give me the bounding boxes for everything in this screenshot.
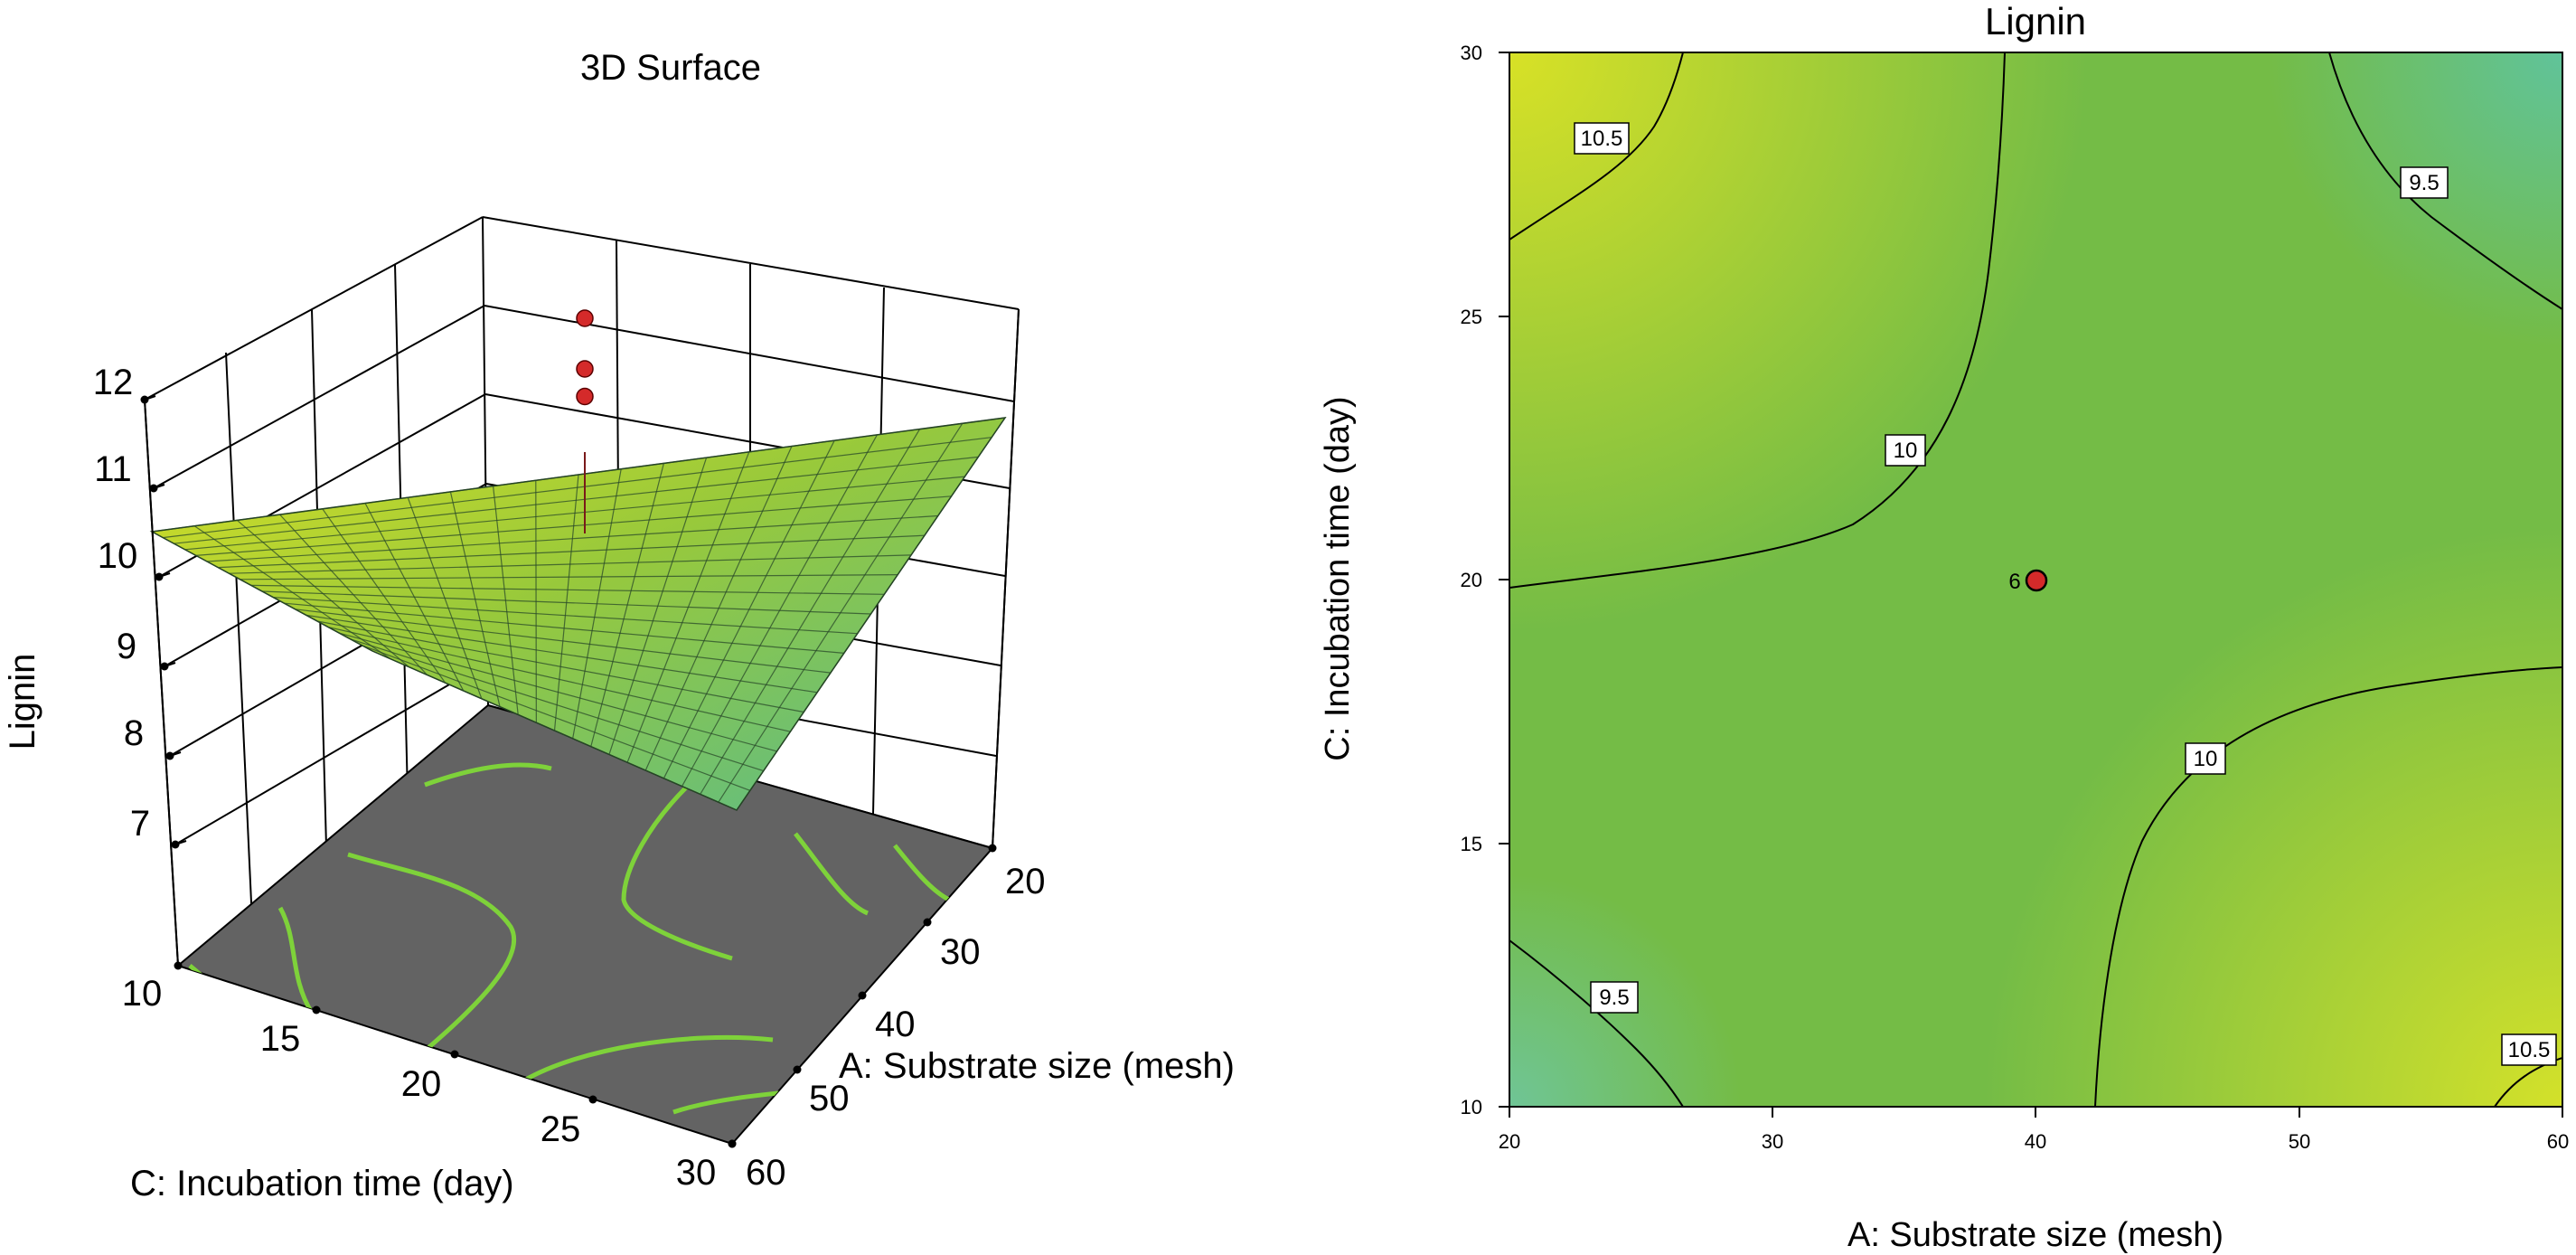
surface-mesh-line xyxy=(206,514,938,562)
z-tick-label: 11 xyxy=(94,449,132,489)
z-axis: 12 11 10 9 8 7 Lignin xyxy=(3,363,187,849)
contour-title: Lignin xyxy=(1985,0,2086,42)
contour-value-labels: 10.5 9.5 10 10 9.5 10.5 xyxy=(1574,122,2557,1066)
contour-label: 9.5 xyxy=(2409,171,2439,195)
x-tick-label: 20 xyxy=(1499,1130,1520,1153)
z-tick-label: 8 xyxy=(124,713,144,753)
y-axis-label: C: Incubation time (day) xyxy=(1319,396,1357,760)
c-tick-label: 20 xyxy=(401,1064,442,1104)
z-axis-label: Lignin xyxy=(3,654,42,750)
surface-mesh-line xyxy=(174,456,979,544)
contour-label: 10 xyxy=(2194,747,2218,771)
contour-label: 10.5 xyxy=(2508,1038,2551,1062)
surface-mesh-line xyxy=(644,446,793,771)
surface-mesh-line xyxy=(218,534,925,569)
contour-x-axis: 20 30 40 50 60 A: Substrate size (mesh) xyxy=(1499,1107,2569,1254)
contour-label: 9.5 xyxy=(1599,986,1629,1010)
a-tick-label: 30 xyxy=(940,932,981,972)
contour-label: 10.5 xyxy=(1581,127,1623,151)
surface-mesh-line xyxy=(626,451,750,763)
z-tick-label: 7 xyxy=(130,804,150,844)
y-tick-label: 30 xyxy=(1461,42,1482,64)
a-axis-3d: 20 30 40 50 60 A: Substrate size (mesh) xyxy=(728,844,1235,1193)
y-tick-label: 15 xyxy=(1461,833,1482,855)
response-surface xyxy=(149,417,1007,811)
design-point xyxy=(576,387,594,406)
c-axis-3d: 10 15 20 25 30 C: Incubation time (day) xyxy=(122,961,737,1203)
surface-mesh-line xyxy=(184,476,965,551)
surface-mesh-line xyxy=(250,584,885,595)
c-tick-label: 10 xyxy=(122,974,163,1014)
contour-9.5-top-right xyxy=(2328,52,2562,310)
surface-mesh-line xyxy=(151,417,1006,533)
design-point xyxy=(576,360,594,378)
surface-mesh-line xyxy=(700,429,921,795)
x-axis-label: A: Substrate size (mesh) xyxy=(1847,1216,2223,1254)
x-tick-label: 60 xyxy=(2547,1130,2569,1153)
design-point xyxy=(576,309,594,327)
a-axis-label: A: Substrate size (mesh) xyxy=(839,1046,1235,1086)
z-tick-label: 10 xyxy=(98,536,138,576)
surface-mesh-line xyxy=(572,468,622,739)
surface-mesh-line xyxy=(590,463,664,747)
y-tick-label: 20 xyxy=(1461,569,1482,591)
surface-mesh-line xyxy=(163,437,992,539)
c-axis-label: C: Incubation time (day) xyxy=(130,1164,514,1203)
z-tick-label: 9 xyxy=(117,627,136,666)
surface-mesh-line xyxy=(663,439,835,779)
design-points xyxy=(576,309,594,533)
surface-mesh-line xyxy=(736,417,1006,811)
surface-mesh-line xyxy=(240,573,898,580)
center-design-point xyxy=(2025,569,2048,592)
z-tick-label: 12 xyxy=(93,363,134,402)
surface-mesh-line xyxy=(261,590,871,615)
contour-plot-area xyxy=(1509,52,2562,1107)
contour-10-upper xyxy=(1509,52,2006,589)
replicate-count: 6 xyxy=(2008,570,2020,594)
contour-panel: Lignin 10.5 9.5 10 xyxy=(1319,0,2569,1254)
box-edges xyxy=(144,308,1020,967)
surface-3d-panel: 3D Surface xyxy=(3,48,1235,1203)
contour-y-axis: 30 25 20 15 10 C: Incubation time (day) xyxy=(1319,42,1509,1118)
a-tick-label: 50 xyxy=(809,1079,850,1118)
contour-label: 10 xyxy=(1894,439,1918,463)
surface-mesh-line xyxy=(229,554,912,574)
x-tick-label: 30 xyxy=(1762,1130,1783,1153)
contour-10.5-top-left xyxy=(1509,52,1684,241)
surface-mesh-line xyxy=(718,422,964,803)
x-tick-label: 40 xyxy=(2025,1130,2046,1153)
contour-9.5-bottom-left xyxy=(1509,939,1684,1107)
a-tick-label: 20 xyxy=(1005,862,1046,901)
y-tick-label: 10 xyxy=(1461,1096,1482,1118)
surface-mesh-line xyxy=(608,457,708,755)
surface-mesh-line xyxy=(195,495,952,556)
center-point: 6 xyxy=(2008,569,2048,594)
c-tick-label: 15 xyxy=(260,1019,301,1059)
x-tick-label: 50 xyxy=(2289,1130,2310,1153)
c-tick-label: 25 xyxy=(541,1109,581,1149)
a-tick-label: 60 xyxy=(746,1153,786,1193)
surface-mesh-line xyxy=(682,434,878,787)
c-tick-label: 30 xyxy=(676,1153,717,1193)
surface-title: 3D Surface xyxy=(580,48,761,88)
y-tick-label: 25 xyxy=(1461,306,1482,328)
a-tick-label: 40 xyxy=(875,1005,916,1044)
